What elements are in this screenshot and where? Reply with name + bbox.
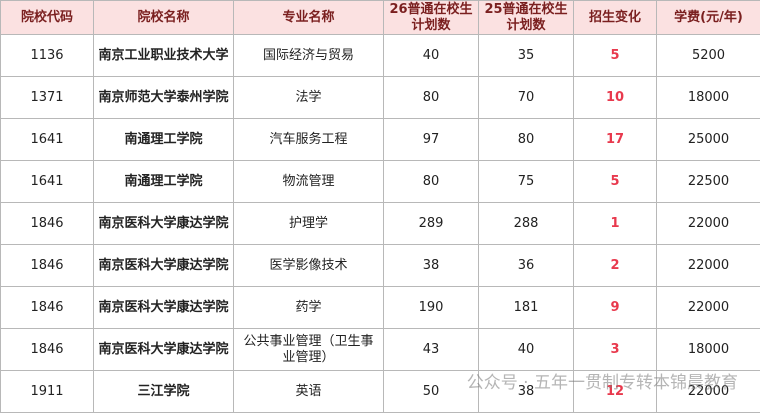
header-row: 院校代码 院校名称 专业名称 26普通在校生计划数 25普通在校生计划数 招生变化 学费(元… <box>0 0 760 35</box>
table-cell: 80 <box>478 118 574 161</box>
table-cell: 22000 <box>656 202 760 245</box>
table-cell: 1641 <box>0 118 94 161</box>
table-cell: 1371 <box>0 76 94 119</box>
table-cell: 医学影像技术 <box>233 244 384 287</box>
table-cell: 181 <box>478 286 574 329</box>
table-cell: 南京医科大学康达学院 <box>93 328 234 371</box>
table-row: 1136 南京工业职业技术大学 国际经济与贸易 40 35 5 5200 <box>0 34 760 77</box>
table-row: 1846 南京医科大学康达学院 护理学 289 288 1 22000 <box>0 202 760 245</box>
table-cell: 22000 <box>656 286 760 329</box>
table-cell: 2 <box>573 244 657 287</box>
table-cell: 17 <box>573 118 657 161</box>
table-cell: 80 <box>383 160 479 203</box>
column-header: 25普通在校生计划数 <box>478 0 574 35</box>
table-cell: 护理学 <box>233 202 384 245</box>
table-cell: 南京医科大学康达学院 <box>93 286 234 329</box>
table-row: 1911 三江学院 英语 50 38 12 22000 <box>0 370 760 413</box>
table-cell: 36 <box>478 244 574 287</box>
table-cell: 70 <box>478 76 574 119</box>
table-cell: 75 <box>478 160 574 203</box>
column-header: 学费(元/年) <box>656 0 760 35</box>
table-row: 1846 南京医科大学康达学院 公共事业管理（卫生事业管理） 43 40 3 18000 <box>0 328 760 371</box>
table-row: 1846 南京医科大学康达学院 医学影像技术 38 36 2 22000 <box>0 244 760 287</box>
table-cell: 英语 <box>233 370 384 413</box>
table-cell: 9 <box>573 286 657 329</box>
table-cell: 22000 <box>656 370 760 413</box>
table-cell: 3 <box>573 328 657 371</box>
table-cell: 1911 <box>0 370 94 413</box>
table-cell: 药学 <box>233 286 384 329</box>
table-cell: 40 <box>383 34 479 77</box>
table-row: 1371 南京师范大学泰州学院 法学 80 70 10 18000 <box>0 76 760 119</box>
table-cell: 1641 <box>0 160 94 203</box>
table-cell: 18000 <box>656 76 760 119</box>
table-row: 1846 南京医科大学康达学院 药学 190 181 9 22000 <box>0 286 760 329</box>
table-cell: 1846 <box>0 328 94 371</box>
table-row: 1641 南通理工学院 物流管理 80 75 5 22500 <box>0 160 760 203</box>
table-cell: 南京工业职业技术大学 <box>93 34 234 77</box>
table-cell: 公共事业管理（卫生事业管理） <box>233 328 384 371</box>
column-header: 院校代码 <box>0 0 94 35</box>
table-cell: 97 <box>383 118 479 161</box>
table-cell: 50 <box>383 370 479 413</box>
table-cell: 国际经济与贸易 <box>233 34 384 77</box>
table-cell: 1846 <box>0 244 94 287</box>
table-cell: 10 <box>573 76 657 119</box>
table-cell: 1846 <box>0 202 94 245</box>
table-cell: 288 <box>478 202 574 245</box>
table-cell: 35 <box>478 34 574 77</box>
table-cell: 1 <box>573 202 657 245</box>
table-row: 1641 南通理工学院 汽车服务工程 97 80 17 25000 <box>0 118 760 161</box>
table-cell: 南京医科大学康达学院 <box>93 244 234 287</box>
table-cell: 1136 <box>0 34 94 77</box>
table-cell: 289 <box>383 202 479 245</box>
table-cell: 南通理工学院 <box>93 118 234 161</box>
table-cell: 18000 <box>656 328 760 371</box>
table-cell: 南京师范大学泰州学院 <box>93 76 234 119</box>
table-cell: 5 <box>573 34 657 77</box>
table-cell: 5 <box>573 160 657 203</box>
table-body: 1136 南京工业职业技术大学 国际经济与贸易 40 35 5 5200 1371 南京师范大学… <box>0 34 760 413</box>
table-cell: 三江学院 <box>93 370 234 413</box>
table-cell: 22000 <box>656 244 760 287</box>
column-header: 院校名称 <box>93 0 234 35</box>
watermark: 公众号 · 五年一贯制专转本锦晨教育 <box>466 373 738 393</box>
table-cell: 物流管理 <box>233 160 384 203</box>
table-cell: 5200 <box>656 34 760 77</box>
table-cell: 40 <box>478 328 574 371</box>
table-cell: 80 <box>383 76 479 119</box>
table-cell: 南京医科大学康达学院 <box>93 202 234 245</box>
table-cell: 南通理工学院 <box>93 160 234 203</box>
column-header: 招生变化 <box>573 0 657 35</box>
table-cell: 38 <box>383 244 479 287</box>
table-cell: 汽车服务工程 <box>233 118 384 161</box>
table-cell: 25000 <box>656 118 760 161</box>
column-header: 专业名称 <box>233 0 384 35</box>
table-cell: 法学 <box>233 76 384 119</box>
table-cell: 190 <box>383 286 479 329</box>
column-header: 26普通在校生计划数 <box>383 0 479 35</box>
table-header: 院校代码 院校名称 专业名称 26普通在校生计划数 25普通在校生计划数 招生变化 学费(元… <box>0 0 760 35</box>
table-cell: 1846 <box>0 286 94 329</box>
table-cell: 43 <box>383 328 479 371</box>
table-cell: 22500 <box>656 160 760 203</box>
